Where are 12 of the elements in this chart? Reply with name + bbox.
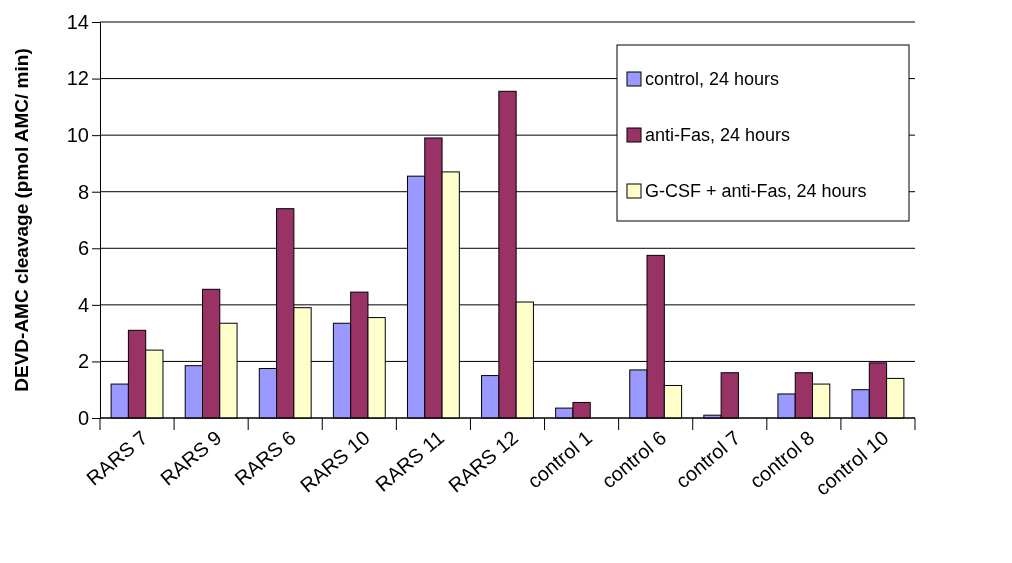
legend-label: anti-Fas, 24 hours [645,125,791,145]
legend-label: G-CSF + anti-Fas, 24 hours [645,181,867,201]
legend-label: control, 24 hours [645,69,780,89]
y-tick-label: 4 [77,293,89,316]
y-axis-title: DEVD-AMC cleavage (pmol AMC/ min) [11,48,32,392]
y-tick-label: 12 [66,67,89,90]
y-tick-label: 14 [66,10,89,33]
y-tick-label: 8 [77,180,89,203]
y-tick-label: 2 [77,350,89,373]
y-tick-label: 6 [77,237,89,260]
y-tick-label: 0 [77,406,89,429]
y-tick-label: 10 [66,124,89,147]
